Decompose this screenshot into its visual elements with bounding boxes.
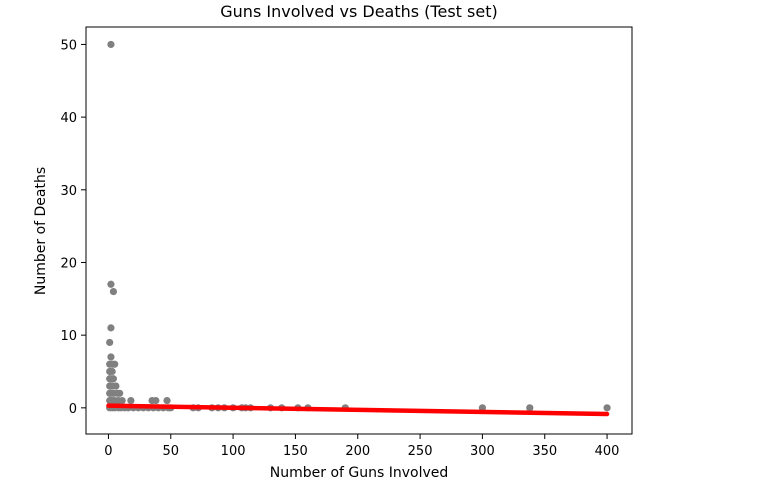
x-tick-label: 200 <box>345 444 370 459</box>
x-tick-label: 300 <box>470 444 495 459</box>
data-point <box>107 353 115 361</box>
y-axis: 0 10 20 30 40 50 <box>60 38 86 417</box>
x-tick-label: 0 <box>104 444 112 459</box>
x-tick-label: 50 <box>162 444 179 459</box>
data-point <box>107 324 115 332</box>
data-point <box>152 396 160 405</box>
data-point <box>112 382 120 390</box>
x-axis: 0 50 100 150 200 250 300 350 400 <box>104 434 619 459</box>
x-tick-label: 100 <box>221 444 246 459</box>
data-point <box>109 287 118 296</box>
x-tick-label: 400 <box>595 444 620 459</box>
chart-title: Guns Involved vs Deaths (Test set) <box>220 2 497 21</box>
data-point <box>603 404 611 412</box>
y-tick-label: 0 <box>69 402 77 417</box>
x-tick-label: 150 <box>283 444 308 459</box>
data-point <box>118 396 126 405</box>
regression-line <box>106 403 610 417</box>
y-tick-label: 50 <box>60 38 77 53</box>
y-tick-label: 40 <box>60 111 77 126</box>
data-point <box>127 396 135 405</box>
data-point <box>111 360 119 368</box>
data-point <box>106 338 114 347</box>
data-point <box>107 280 115 288</box>
data-point <box>526 404 534 412</box>
x-axis-label: Number of Guns Involved <box>270 465 449 481</box>
data-point <box>107 40 115 49</box>
axes-frame <box>85 26 633 435</box>
data-point <box>116 389 124 397</box>
y-tick-label: 10 <box>60 329 77 344</box>
x-tick-label: 250 <box>408 444 433 459</box>
data-point <box>108 367 116 376</box>
y-tick-label: 30 <box>60 184 77 199</box>
y-axis-label: Number of Deaths <box>33 167 49 295</box>
data-point <box>163 396 171 405</box>
data-point <box>109 375 118 383</box>
plot-area <box>106 40 611 417</box>
data-point <box>478 404 487 412</box>
x-tick-label: 350 <box>532 444 557 459</box>
y-tick-label: 20 <box>60 256 77 271</box>
